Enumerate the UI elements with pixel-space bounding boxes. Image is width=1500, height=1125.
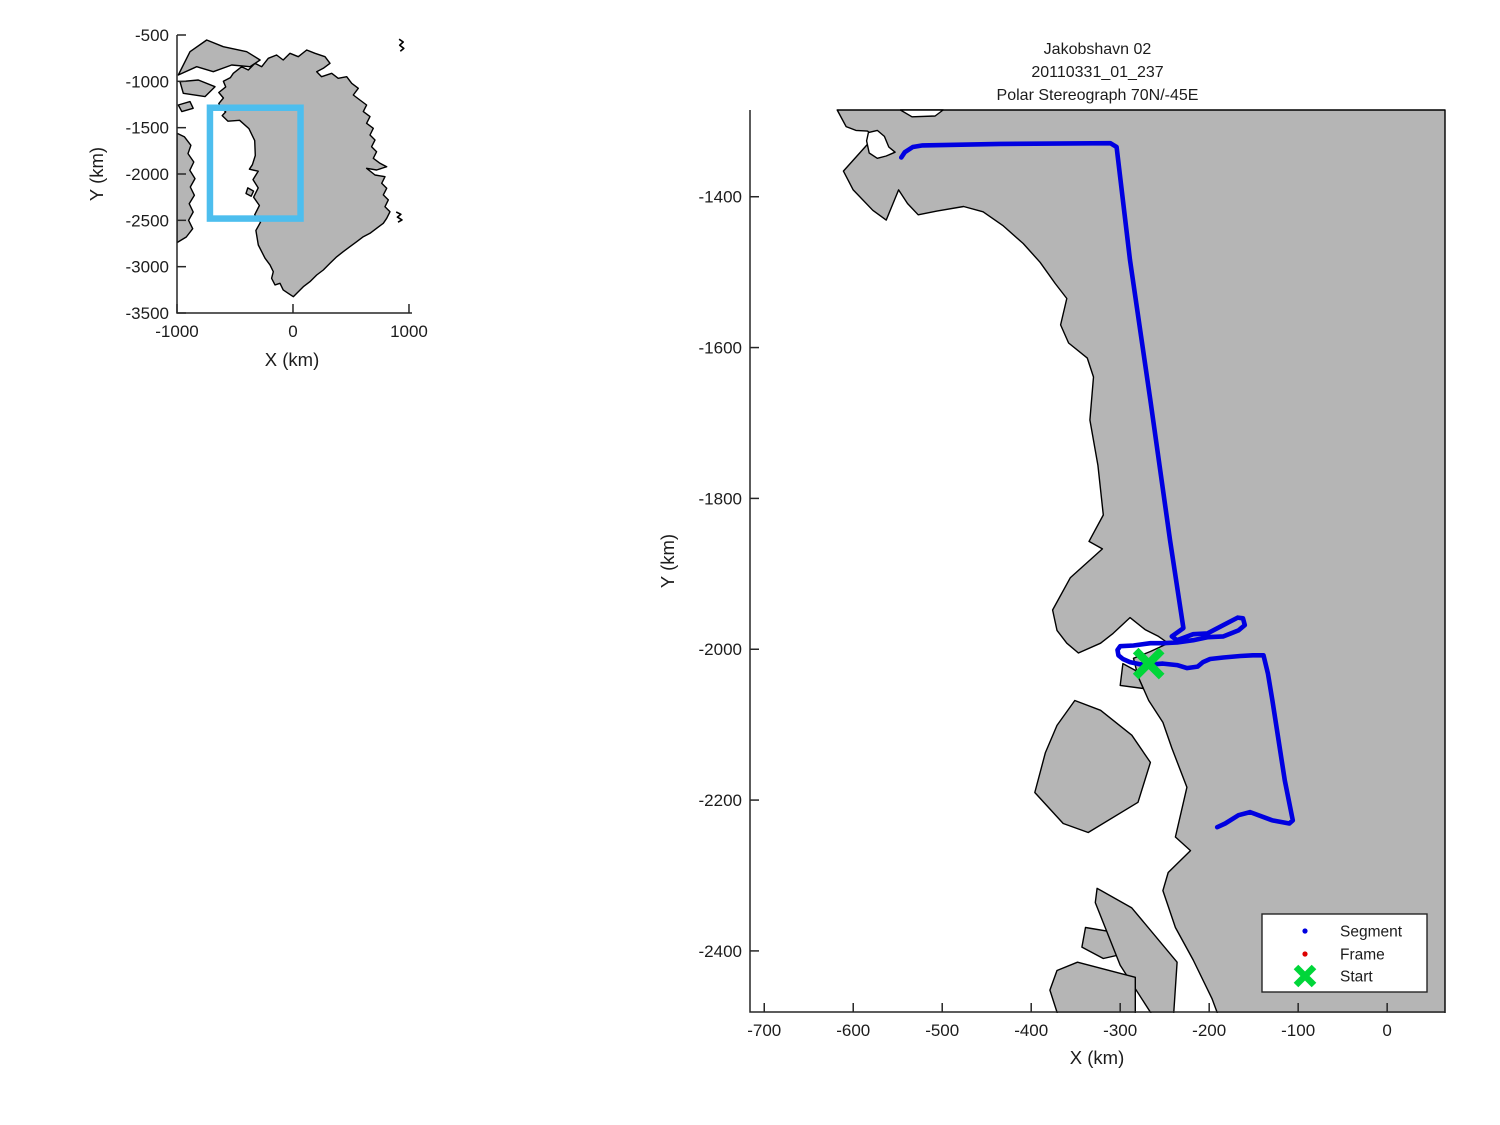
plot-title-line: Jakobshavn 02 bbox=[1044, 41, 1152, 58]
view-extent-rect bbox=[206, 104, 304, 222]
y-axis-label: Y (km) bbox=[657, 534, 678, 588]
x-tick-label: -1000 bbox=[155, 322, 198, 341]
y-tick-label: -2000 bbox=[699, 640, 742, 659]
y-tick-label: -3500 bbox=[126, 304, 169, 323]
x-tick-label: 0 bbox=[1382, 1021, 1391, 1040]
x-tick-label: 0 bbox=[288, 322, 297, 341]
x-tick-label: -700 bbox=[747, 1021, 781, 1040]
y-tick-label: -2500 bbox=[126, 211, 169, 230]
water-polygon-0 bbox=[865, 129, 896, 160]
plot-title-line: Polar Stereograph 70N/-45E bbox=[997, 87, 1199, 104]
land-polygon-0 bbox=[836, 109, 1446, 1013]
y-tick-label: -500 bbox=[135, 26, 169, 45]
y-tick-label: -1000 bbox=[126, 72, 169, 91]
x-tick-label: -500 bbox=[925, 1021, 959, 1040]
axis-spines bbox=[749, 110, 1445, 1013]
x-axis-label: X (km) bbox=[1070, 1047, 1124, 1068]
x-tick-label: -200 bbox=[1192, 1021, 1226, 1040]
land-polygon-3 bbox=[177, 100, 194, 113]
land-polygon-2 bbox=[1119, 662, 1145, 690]
plot-title-line: 20110331_01_237 bbox=[1031, 64, 1163, 81]
land-polygon-1 bbox=[177, 39, 261, 76]
start-x-icon bbox=[1132, 647, 1165, 680]
y-tick-label: -1800 bbox=[699, 489, 742, 508]
y-tick-label: -2000 bbox=[126, 165, 169, 184]
y-tick-label: -2400 bbox=[699, 942, 742, 961]
land-polygon-4 bbox=[177, 132, 196, 244]
y-tick-label: -1400 bbox=[699, 188, 742, 207]
legend: Segment Frame Start bbox=[1261, 913, 1428, 993]
y-tick-label: -1500 bbox=[126, 119, 169, 138]
start-x-icon bbox=[1293, 964, 1317, 988]
islet-squiggle-0 bbox=[398, 38, 405, 52]
flight-track-map-data-layer bbox=[836, 109, 1446, 1013]
land-polygon-5 bbox=[245, 187, 255, 197]
x-tick-label: -600 bbox=[836, 1021, 870, 1040]
legend-label: Segment bbox=[1340, 924, 1403, 941]
land-polygon-0 bbox=[218, 49, 391, 298]
flight-track bbox=[898, 140, 1296, 830]
flight-track-map: -700 -600 -500 -400 -300 -200 -100 0 -1400 -1600 -… bbox=[657, 41, 1446, 1068]
frame-dot-icon bbox=[1302, 951, 1308, 957]
y-axis-label: Y (km) bbox=[86, 147, 107, 201]
x-axis-label: X (km) bbox=[265, 349, 319, 370]
land-polygon-5 bbox=[1049, 961, 1137, 1013]
y-tick-label: -3000 bbox=[126, 258, 169, 277]
start-marker bbox=[1132, 647, 1165, 680]
land-polygon-4 bbox=[1094, 887, 1178, 1013]
legend-item-segment: Segment bbox=[1302, 924, 1403, 941]
y-tick-label: -1600 bbox=[699, 339, 742, 358]
land-polygon-2 bbox=[179, 79, 216, 98]
legend-label: Start bbox=[1340, 969, 1373, 986]
overview-map-data-layer bbox=[177, 38, 405, 298]
islet-squiggle-1 bbox=[395, 211, 403, 223]
legend-item-start: Start bbox=[1293, 964, 1373, 988]
x-tick-label: -300 bbox=[1103, 1021, 1137, 1040]
x-tick-label: -400 bbox=[1014, 1021, 1048, 1040]
x-tick-label: 1000 bbox=[390, 322, 428, 341]
overview-map: -1000 0 1000 -500 -1000 -1500 -2000 -2500 -3000 -… bbox=[86, 26, 428, 370]
legend-item-frame: Frame bbox=[1302, 947, 1385, 964]
x-tick-label: -100 bbox=[1281, 1021, 1315, 1040]
legend-label: Frame bbox=[1340, 947, 1385, 964]
land-polygon-1 bbox=[1034, 699, 1152, 834]
water-polygon-1 bbox=[899, 109, 944, 118]
y-tick-label: -2200 bbox=[699, 791, 742, 810]
legend-box bbox=[1261, 913, 1428, 993]
segment-dot-icon bbox=[1302, 928, 1308, 934]
